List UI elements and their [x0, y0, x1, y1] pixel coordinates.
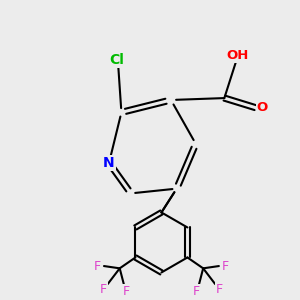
Text: O: O: [257, 101, 268, 114]
Text: OH: OH: [226, 49, 248, 62]
Text: F: F: [94, 260, 101, 272]
Text: F: F: [216, 283, 223, 296]
Text: N: N: [103, 156, 115, 170]
Text: Cl: Cl: [109, 53, 124, 67]
Text: F: F: [222, 260, 229, 272]
Text: F: F: [123, 285, 130, 298]
Text: F: F: [100, 283, 107, 296]
Text: F: F: [193, 285, 200, 298]
